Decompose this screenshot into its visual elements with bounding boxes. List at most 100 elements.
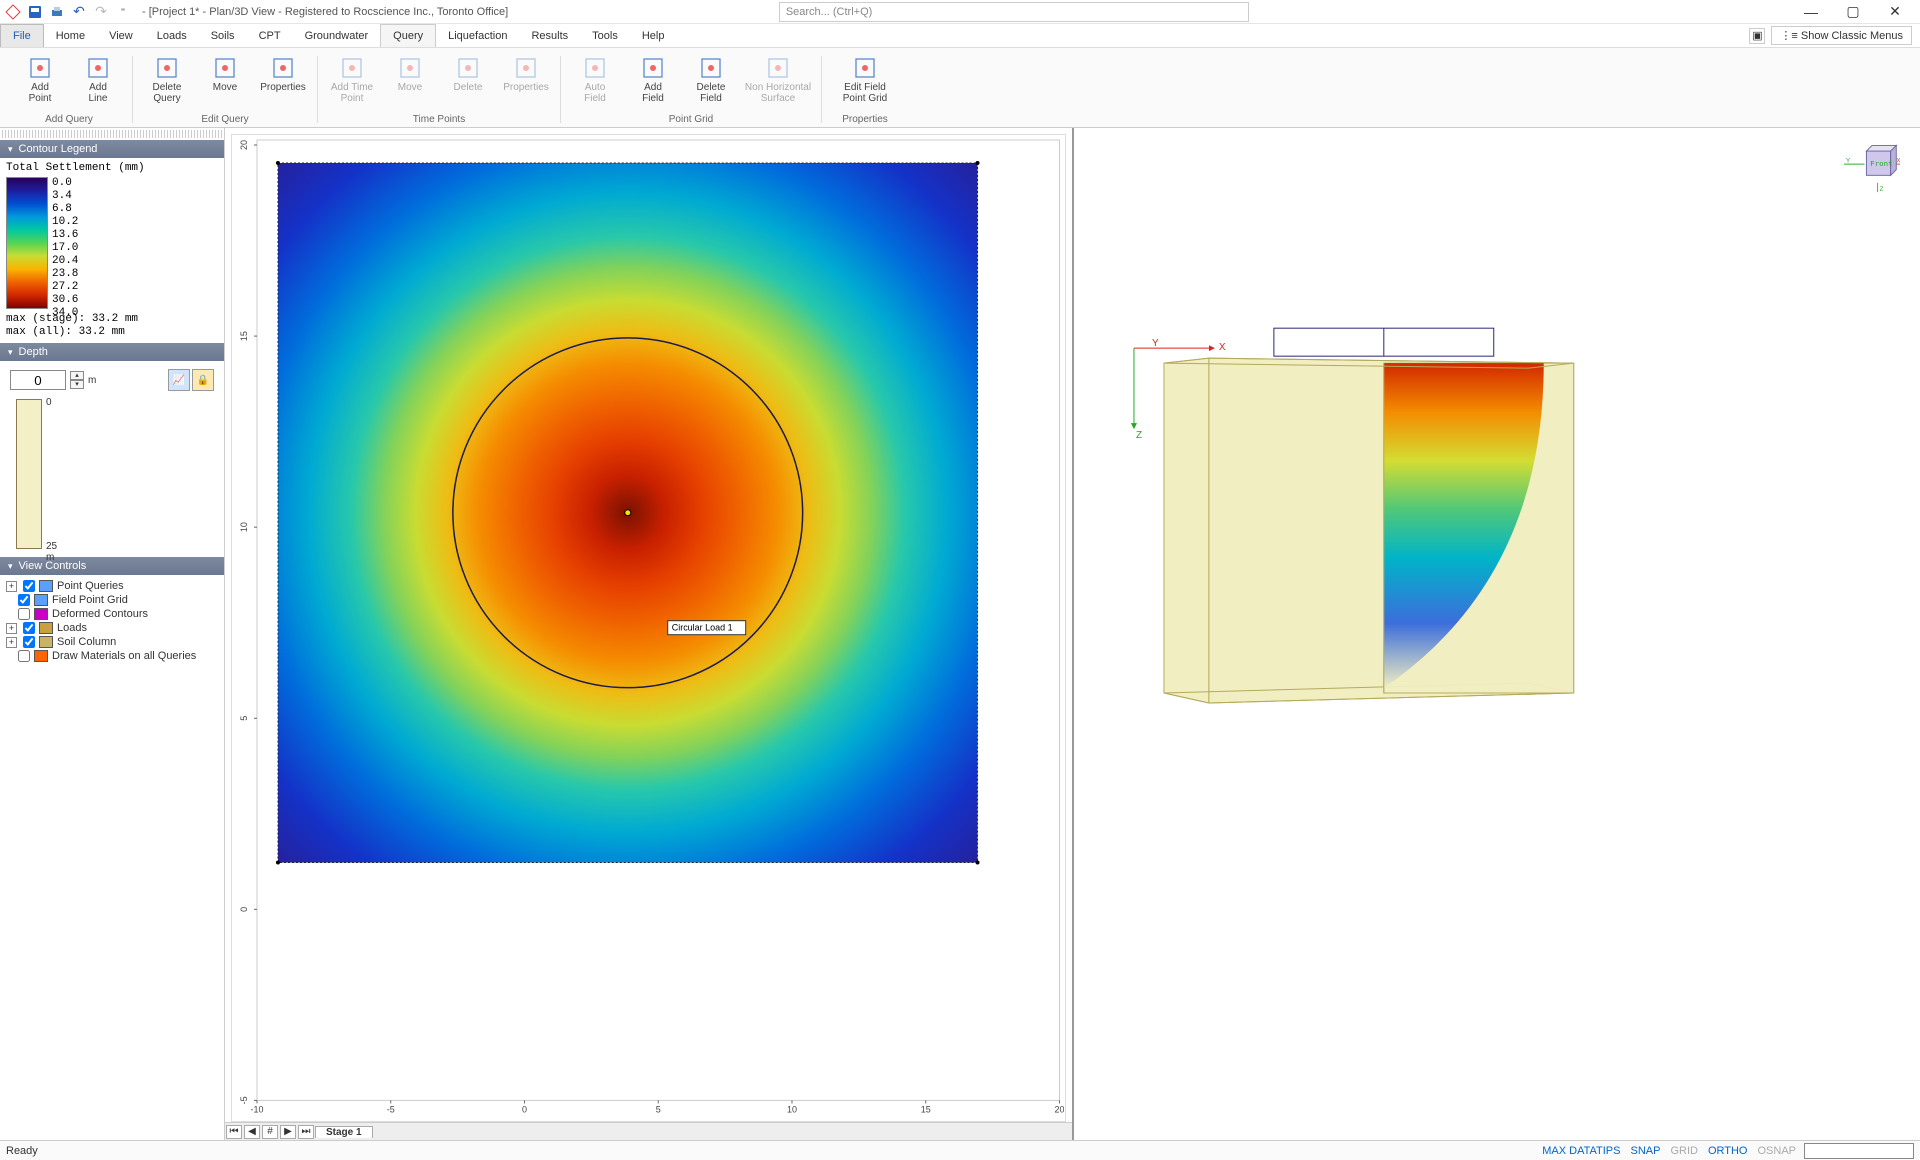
panel-header-contour-legend[interactable]: Contour Legend [0,140,224,158]
3d-view[interactable]: X Z Y Y X Z Front [1074,128,1920,1140]
menu-query[interactable]: Query [380,24,436,47]
tree-item-draw-materials-on-all-queries[interactable]: Draw Materials on all Queries [4,649,220,663]
menu-file[interactable]: File [0,24,44,47]
tree-item-soil-column[interactable]: Soil Column [4,635,220,649]
svg-text:5: 5 [656,1104,661,1114]
maximize-button[interactable]: ▢ [1832,1,1874,23]
menu-tools[interactable]: Tools [580,24,630,47]
svg-text:-5: -5 [239,1096,249,1104]
svg-text:0: 0 [522,1104,527,1114]
status-command-input[interactable] [1804,1143,1914,1159]
soil-column [16,399,42,549]
stage-next-button[interactable]: ▶ [280,1125,296,1139]
status-toggle-ortho[interactable]: ORTHO [1704,1145,1752,1157]
menu-cpt[interactable]: CPT [247,24,293,47]
ribbon-auto-field: AutoField [567,52,623,107]
panel-header-view-controls[interactable]: View Controls [0,557,224,575]
stage-prev-button[interactable]: ◀ [244,1125,260,1139]
tree-item-field-point-grid[interactable]: Field Point Grid [4,593,220,607]
svg-text:0: 0 [239,907,249,912]
tree-checkbox[interactable] [18,608,30,620]
svg-text:X: X [1896,157,1900,164]
depth-unit: m [88,375,96,386]
side-panel: Contour Legend Total Settlement (mm) 0.0… [0,128,225,1140]
tree-checkbox[interactable] [18,650,30,662]
status-toggle-osnap[interactable]: OSNAP [1753,1145,1800,1157]
depth-spinner[interactable]: ▴▾ [70,371,84,389]
depth-layers-icon[interactable]: 📈 [168,369,190,391]
menu-view[interactable]: View [97,24,145,47]
menu-home[interactable]: Home [44,24,97,47]
depth-input[interactable] [10,370,66,390]
depth-lock-icon[interactable]: 🔒 [192,369,214,391]
svg-text:10: 10 [239,522,249,532]
redo-icon[interactable]: ↷ [92,3,110,21]
legend-gradient [6,177,48,309]
print-icon[interactable] [48,3,66,21]
title-bar: ↶ ↷ ⁼ - [Project 1* - Plan/3D View - Reg… [0,0,1920,24]
menu-help[interactable]: Help [630,24,677,47]
3d-canvas[interactable]: X Z Y [1074,128,1920,1140]
svg-text:10: 10 [787,1104,797,1114]
ribbon-properties: Properties [498,52,554,107]
menu-results[interactable]: Results [519,24,580,47]
save-icon[interactable] [26,3,44,21]
menu-soils[interactable]: Soils [199,24,247,47]
status-toggle-snap[interactable]: SNAP [1626,1145,1664,1157]
menu-loads[interactable]: Loads [145,24,199,47]
window-title: - [Project 1* - Plan/3D View - Registere… [142,6,508,18]
svg-text:-10: -10 [250,1104,263,1114]
ribbon-add-time-point: Add TimePoint [324,52,380,107]
depth-top-label: 0 [46,397,52,408]
menu-liquefaction[interactable]: Liquefaction [436,24,519,47]
depth-panel: ▴▾ m 📈 🔒 0 25 m [0,361,224,557]
legend-max-all: max (all): 33.2 mm [6,326,218,339]
stage-stop-button[interactable]: # [262,1125,278,1139]
stage-last-button[interactable]: ⏭ [298,1125,314,1139]
qat-dropdown-icon[interactable]: ⁼ [114,3,132,21]
ribbon-move: Move [382,52,438,107]
ribbon-add-field[interactable]: AddField [625,52,681,107]
menu-groundwater[interactable]: Groundwater [293,24,381,47]
nav-cube[interactable]: Y X Z Front [1844,138,1900,194]
status-toggle-max-datatips[interactable]: MAX DATATIPS [1538,1145,1624,1157]
tree-checkbox[interactable] [23,636,35,648]
stage-tab[interactable]: Stage 1 [315,1126,373,1138]
show-classic-menus-button[interactable]: ⋮≡ Show Classic Menus [1771,26,1912,45]
ribbon-add-line[interactable]: AddLine [70,52,126,107]
depth-bottom-label: 25 m [46,541,57,563]
tree-item-loads[interactable]: Loads [4,621,220,635]
tree-checkbox[interactable] [23,622,35,634]
plan-view: -505101520-10-505101520Circular Load 1 ⏮… [225,128,1074,1140]
main-area: Contour Legend Total Settlement (mm) 0.0… [0,128,1920,1140]
pin-ribbon-icon[interactable]: ▣ [1749,28,1765,44]
svg-text:Y: Y [1151,338,1158,349]
ribbon-toolbar: AddPointAddLineAdd QueryDeleteQueryMoveP… [0,48,1920,128]
legend-max-stage: max (stage): 33.2 mm [6,313,218,326]
search-input[interactable]: Search... (Ctrl+Q) [779,2,1249,22]
ribbon-add-point[interactable]: AddPoint [12,52,68,107]
minimize-button[interactable]: — [1790,1,1832,23]
panel-header-depth[interactable]: Depth [0,343,224,361]
stage-first-button[interactable]: ⏮ [226,1125,242,1139]
ribbon-delete-field[interactable]: DeleteField [683,52,739,107]
ribbon-move[interactable]: Move [197,52,253,107]
ribbon-delete: Delete [440,52,496,107]
tree-item-deformed-contours[interactable]: Deformed Contours [4,607,220,621]
svg-text:15: 15 [921,1104,931,1114]
ribbon-non-horizontal-surface: Non HorizontalSurface [741,52,815,107]
tree-item-point-queries[interactable]: Point Queries [4,579,220,593]
tree-checkbox[interactable] [23,580,35,592]
close-button[interactable]: ✕ [1874,1,1916,23]
app-icon[interactable] [4,3,22,21]
undo-icon[interactable]: ↶ [70,3,88,21]
status-bar: Ready MAX DATATIPSSNAPGRIDORTHOOSNAP [0,1140,1920,1160]
tree-checkbox[interactable] [18,594,30,606]
plan-canvas[interactable]: -505101520-10-505101520Circular Load 1 [232,135,1064,1120]
panel-grip[interactable] [2,130,222,138]
ribbon-delete-query[interactable]: DeleteQuery [139,52,195,107]
ribbon-edit-field-point-grid[interactable]: Edit FieldPoint Grid [828,52,902,107]
svg-text:Z: Z [1879,186,1883,193]
ribbon-properties[interactable]: Properties [255,52,311,107]
status-toggle-grid[interactable]: GRID [1666,1145,1702,1157]
